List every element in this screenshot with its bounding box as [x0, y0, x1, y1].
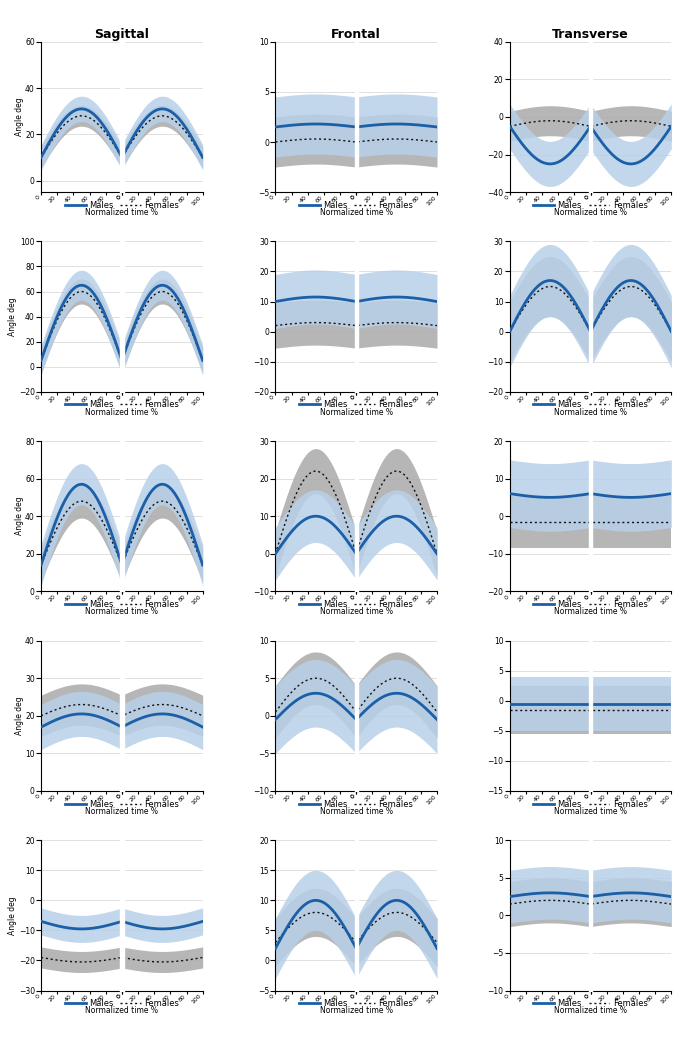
Y-axis label: Angle deg: Angle deg: [8, 896, 17, 935]
X-axis label: Normalized time %: Normalized time %: [320, 408, 393, 416]
Y-axis label: Angle deg: Angle deg: [14, 497, 24, 536]
Legend: Males, Females: Males, Females: [299, 401, 413, 409]
Legend: Males, Females: Males, Females: [299, 999, 413, 1008]
X-axis label: Normalized time %: Normalized time %: [554, 806, 627, 816]
Legend: Males, Females: Males, Females: [534, 201, 647, 210]
Legend: Males, Females: Males, Females: [534, 999, 647, 1008]
X-axis label: Normalized time %: Normalized time %: [86, 806, 158, 816]
Y-axis label: Angle deg: Angle deg: [8, 297, 17, 336]
Legend: Males, Females: Males, Females: [65, 401, 179, 409]
X-axis label: Normalized time %: Normalized time %: [320, 806, 393, 816]
X-axis label: Normalized time %: Normalized time %: [554, 608, 627, 616]
Title: Frontal: Frontal: [332, 27, 381, 41]
Legend: Males, Females: Males, Females: [65, 201, 179, 210]
X-axis label: Normalized time %: Normalized time %: [86, 608, 158, 616]
X-axis label: Normalized time %: Normalized time %: [554, 208, 627, 217]
Legend: Males, Females: Males, Females: [299, 799, 413, 809]
X-axis label: Normalized time %: Normalized time %: [86, 408, 158, 416]
X-axis label: Normalized time %: Normalized time %: [320, 208, 393, 217]
Y-axis label: Angle deg: Angle deg: [14, 97, 24, 136]
Legend: Males, Females: Males, Females: [65, 799, 179, 809]
Title: Transverse: Transverse: [552, 27, 629, 41]
Legend: Males, Females: Males, Females: [299, 600, 413, 609]
X-axis label: Normalized time %: Normalized time %: [320, 1006, 393, 1016]
Legend: Males, Females: Males, Females: [534, 799, 647, 809]
Legend: Males, Females: Males, Females: [534, 600, 647, 609]
Title: Sagittal: Sagittal: [95, 27, 149, 41]
Legend: Males, Females: Males, Females: [65, 999, 179, 1008]
Y-axis label: Angle deg: Angle deg: [14, 697, 24, 735]
Legend: Males, Females: Males, Females: [65, 600, 179, 609]
X-axis label: Normalized time %: Normalized time %: [554, 1006, 627, 1016]
X-axis label: Normalized time %: Normalized time %: [86, 1006, 158, 1016]
Legend: Males, Females: Males, Females: [299, 201, 413, 210]
Legend: Males, Females: Males, Females: [534, 401, 647, 409]
X-axis label: Normalized time %: Normalized time %: [320, 608, 393, 616]
X-axis label: Normalized time %: Normalized time %: [86, 208, 158, 217]
X-axis label: Normalized time %: Normalized time %: [554, 408, 627, 416]
